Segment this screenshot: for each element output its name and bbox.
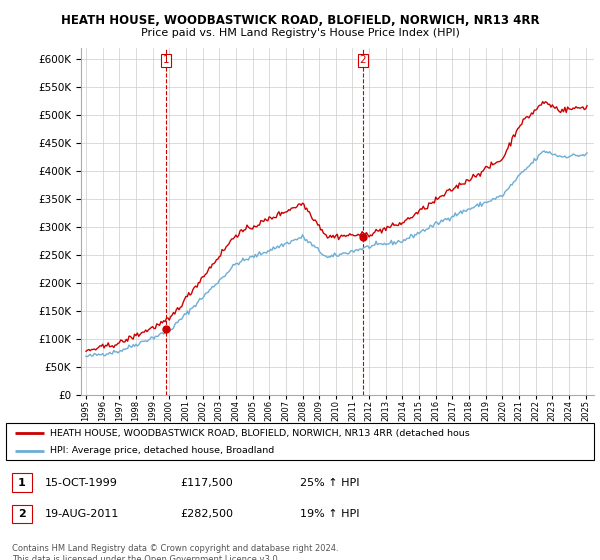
Text: 1: 1	[163, 55, 169, 65]
Text: HEATH HOUSE, WOODBASTWICK ROAD, BLOFIELD, NORWICH, NR13 4RR: HEATH HOUSE, WOODBASTWICK ROAD, BLOFIELD…	[61, 14, 539, 27]
Text: 15-OCT-1999: 15-OCT-1999	[45, 478, 118, 488]
Text: Price paid vs. HM Land Registry's House Price Index (HPI): Price paid vs. HM Land Registry's House …	[140, 28, 460, 38]
Text: £282,500: £282,500	[180, 509, 233, 519]
Text: Contains HM Land Registry data © Crown copyright and database right 2024.
This d: Contains HM Land Registry data © Crown c…	[12, 544, 338, 560]
Text: 19-AUG-2011: 19-AUG-2011	[45, 509, 119, 519]
Text: 1: 1	[18, 478, 26, 488]
Text: £117,500: £117,500	[180, 478, 233, 488]
Text: 25% ↑ HPI: 25% ↑ HPI	[300, 478, 359, 488]
Text: 2: 2	[359, 55, 366, 65]
Text: 2: 2	[18, 509, 26, 519]
Text: HEATH HOUSE, WOODBASTWICK ROAD, BLOFIELD, NORWICH, NR13 4RR (detached hous: HEATH HOUSE, WOODBASTWICK ROAD, BLOFIELD…	[50, 429, 470, 438]
Text: 19% ↑ HPI: 19% ↑ HPI	[300, 509, 359, 519]
Text: HPI: Average price, detached house, Broadland: HPI: Average price, detached house, Broa…	[50, 446, 274, 455]
